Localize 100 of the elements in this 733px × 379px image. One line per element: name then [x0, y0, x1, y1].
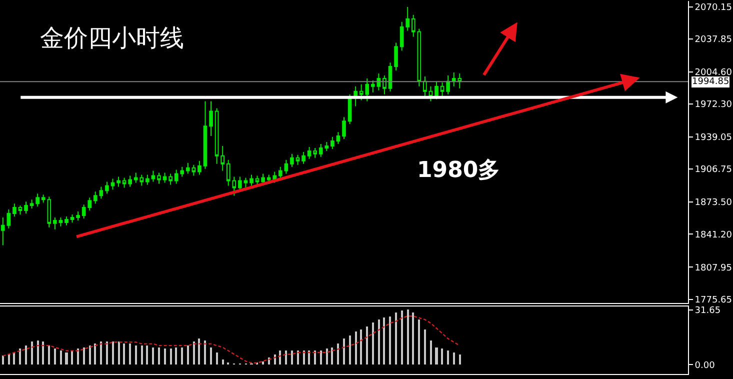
bar	[222, 360, 224, 365]
bar	[366, 326, 368, 365]
bar	[441, 348, 443, 365]
bar	[435, 348, 438, 365]
bar	[13, 352, 15, 365]
bar	[158, 348, 160, 365]
bar	[204, 340, 206, 365]
candlestick	[203, 100, 208, 170]
bar	[331, 348, 333, 365]
candlestick	[12, 203, 16, 217]
y-tick-label: 2004.60	[694, 68, 732, 78]
candlestick	[290, 153, 294, 168]
candlestick	[440, 82, 444, 99]
bar	[326, 348, 328, 365]
candlestick	[151, 170, 156, 182]
bar	[337, 344, 339, 365]
candlestick	[0, 216, 5, 246]
bar	[453, 352, 455, 365]
candlestick	[382, 74, 386, 95]
bar	[48, 346, 50, 365]
candlestick	[76, 211, 80, 221]
bar	[106, 342, 108, 365]
candlestick	[330, 136, 334, 150]
bar	[112, 342, 114, 365]
candlestick	[186, 162, 190, 174]
candlestick	[105, 181, 109, 194]
bar	[297, 350, 299, 365]
candlestick	[157, 172, 161, 184]
bar	[314, 350, 316, 365]
candlestick	[53, 216, 57, 230]
bar	[349, 336, 351, 365]
bar	[71, 350, 73, 365]
bar	[216, 352, 218, 365]
candlestick	[406, 6, 410, 32]
candlestick	[296, 154, 300, 166]
candlestick	[70, 214, 74, 223]
candlestick	[168, 173, 172, 186]
candlestick	[64, 216, 68, 226]
candlestick	[284, 159, 288, 174]
candlestick	[93, 191, 98, 204]
bar	[65, 352, 68, 365]
bar	[42, 342, 44, 365]
y-tick-label: 1775.65	[694, 295, 732, 306]
bar	[31, 342, 33, 365]
bar	[83, 348, 85, 365]
candlestick	[198, 160, 202, 176]
bar	[459, 354, 461, 365]
bar	[424, 330, 426, 365]
candlestick	[336, 132, 340, 144]
bar	[389, 316, 391, 365]
candlestick	[58, 216, 63, 227]
candlestick	[394, 42, 398, 72]
bar	[25, 346, 27, 365]
candlestick	[261, 173, 265, 186]
candlestick	[30, 199, 34, 210]
bar	[279, 350, 281, 365]
candlestick	[342, 116, 346, 140]
candlestick	[6, 209, 11, 229]
bar	[407, 310, 409, 365]
bar	[360, 330, 362, 365]
bar	[175, 348, 177, 365]
bar	[60, 350, 62, 365]
bar	[210, 348, 212, 365]
bar	[308, 350, 310, 365]
candlestick	[220, 145, 224, 172]
candlestick	[238, 176, 242, 192]
y-tick-label: 1873.50	[694, 198, 732, 208]
y-tick-label: 0.00	[694, 360, 716, 371]
bar	[100, 342, 102, 365]
candlestick	[250, 174, 254, 186]
bar	[77, 348, 79, 365]
candlestick	[122, 177, 126, 188]
candlestick	[400, 21, 404, 52]
bar	[412, 312, 414, 365]
candlestick	[146, 174, 150, 186]
bar	[164, 348, 166, 365]
candlestick	[423, 76, 427, 99]
candlestick	[446, 74, 450, 95]
candlestick	[110, 178, 115, 190]
bar	[54, 348, 56, 365]
bar	[262, 362, 264, 365]
bar	[187, 346, 189, 365]
line-series	[2, 316, 460, 364]
candlestick	[370, 80, 375, 93]
bar	[418, 320, 420, 365]
bar	[320, 350, 322, 365]
bar	[181, 348, 183, 365]
candlestick	[214, 108, 219, 164]
y-tick-label: 2037.85	[694, 35, 732, 46]
y-tick-label: 1972.30	[694, 100, 732, 110]
bar	[135, 346, 137, 365]
candlestick	[307, 146, 312, 160]
bar	[355, 332, 357, 365]
y-tick-label: 1906.75	[694, 165, 732, 176]
candlestick	[116, 176, 120, 188]
bar	[303, 350, 305, 365]
bar	[89, 346, 91, 365]
bar	[198, 338, 200, 365]
bar	[378, 320, 380, 365]
candlestick	[36, 193, 40, 208]
